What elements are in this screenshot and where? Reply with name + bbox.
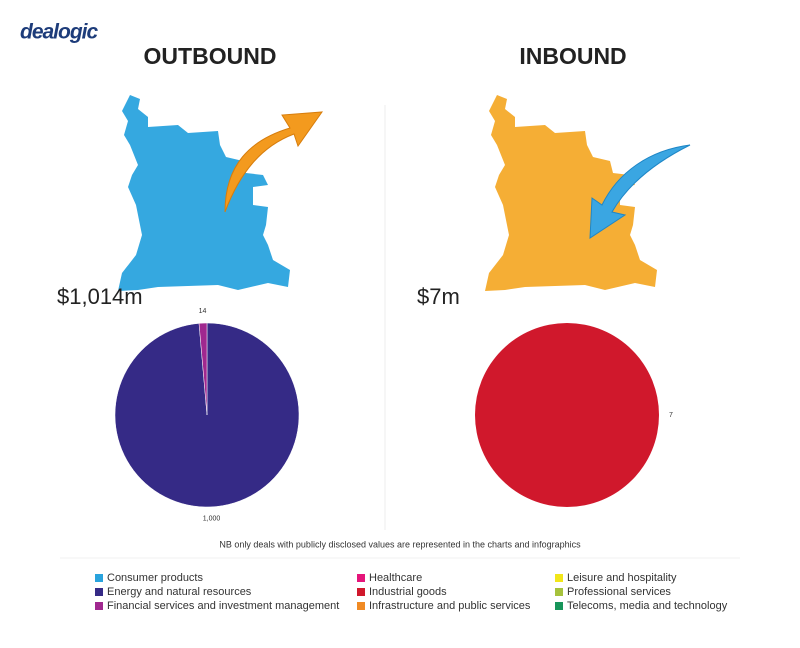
data-label: 1,000 [203, 516, 221, 523]
panel-total: $7m [417, 284, 460, 309]
legend-swatch [357, 574, 365, 582]
data-label: 7 [669, 412, 673, 419]
legend-label: Financial services and investment manage… [107, 600, 339, 612]
legend-label: Leisure and hospitality [567, 572, 677, 584]
pie-slice [114, 322, 300, 508]
legend-swatch [95, 602, 103, 610]
pie-slice [198, 322, 208, 416]
legend-label: Healthcare [369, 572, 422, 584]
note: NB only deals with publicly disclosed va… [219, 539, 581, 549]
legend-label: Consumer products [107, 572, 203, 584]
panel-title: INBOUND [519, 43, 626, 69]
legend-label: Telecoms, media and technology [567, 600, 728, 612]
logo: dealogic [20, 21, 99, 44]
legend-swatch [555, 574, 563, 582]
legend-label: Professional services [567, 586, 671, 598]
legend-swatch [357, 602, 365, 610]
arrow-in [589, 144, 691, 239]
legend-label: Industrial goods [369, 586, 447, 598]
legend-swatch [95, 588, 103, 596]
arrow-out [224, 111, 324, 213]
data-label: 14 [199, 308, 207, 315]
map-outbound [118, 95, 290, 291]
pie-slice [475, 323, 659, 507]
legend-swatch [555, 602, 563, 610]
panel-total: $1,014m [57, 284, 143, 309]
map-inbound [485, 95, 657, 291]
legend-swatch [357, 588, 365, 596]
panel-title: OUTBOUND [144, 43, 277, 69]
legend-swatch [95, 574, 103, 582]
legend-label: Energy and natural resources [107, 586, 252, 598]
legend-label: Infrastructure and public services [369, 600, 531, 612]
legend-swatch [555, 588, 563, 596]
